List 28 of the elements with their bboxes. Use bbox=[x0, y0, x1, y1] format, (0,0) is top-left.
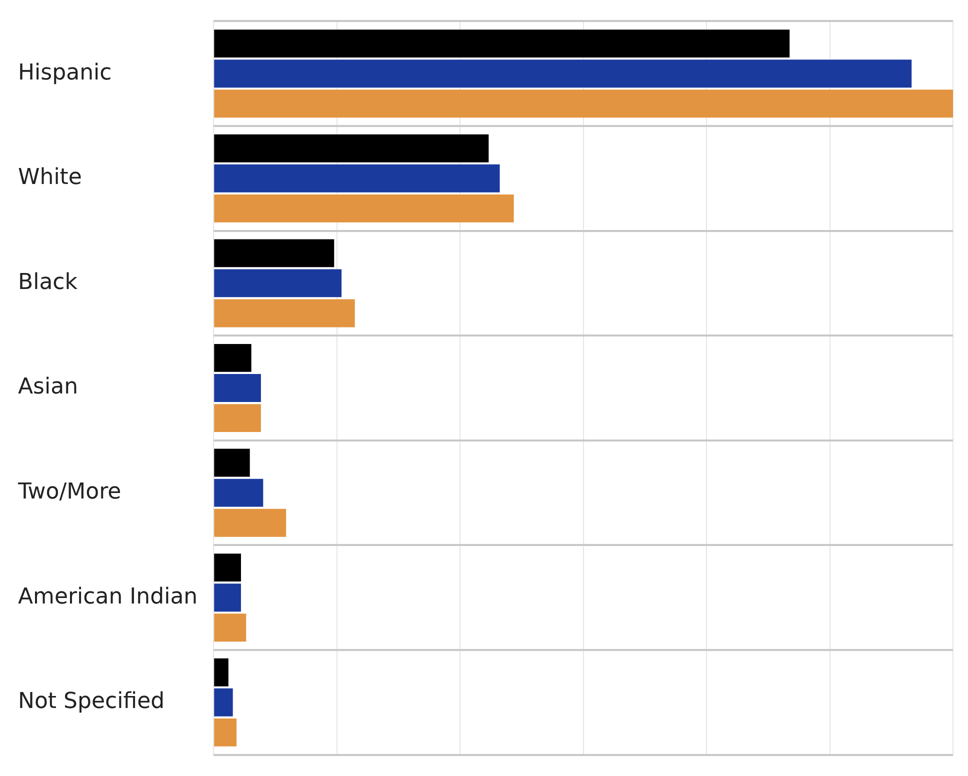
bar bbox=[214, 658, 228, 686]
bar bbox=[214, 269, 342, 298]
bar bbox=[214, 134, 489, 162]
bar bbox=[214, 60, 912, 88]
bar bbox=[214, 239, 334, 268]
bar bbox=[214, 164, 500, 192]
y-tick-label: Not Specified bbox=[18, 689, 165, 714]
bar bbox=[214, 718, 237, 746]
bar bbox=[214, 448, 250, 477]
y-tick-label: Black bbox=[18, 270, 78, 295]
bar bbox=[214, 30, 790, 58]
bar bbox=[214, 614, 246, 642]
bar bbox=[214, 478, 264, 507]
bar bbox=[214, 584, 241, 612]
y-tick-label: Asian bbox=[18, 374, 78, 400]
bar bbox=[214, 299, 355, 328]
y-tick-label: Hispanic bbox=[18, 60, 112, 86]
bar bbox=[214, 344, 252, 372]
y-tick-label: Two/More bbox=[17, 480, 122, 505]
bar bbox=[214, 554, 241, 582]
bar bbox=[214, 508, 286, 537]
y-tick-label: American Indian bbox=[18, 584, 198, 610]
y-tick-label: White bbox=[18, 165, 82, 190]
bar bbox=[214, 90, 953, 118]
bar bbox=[214, 688, 233, 716]
bar bbox=[214, 374, 261, 402]
bar bbox=[214, 404, 261, 432]
bar bbox=[214, 194, 514, 222]
